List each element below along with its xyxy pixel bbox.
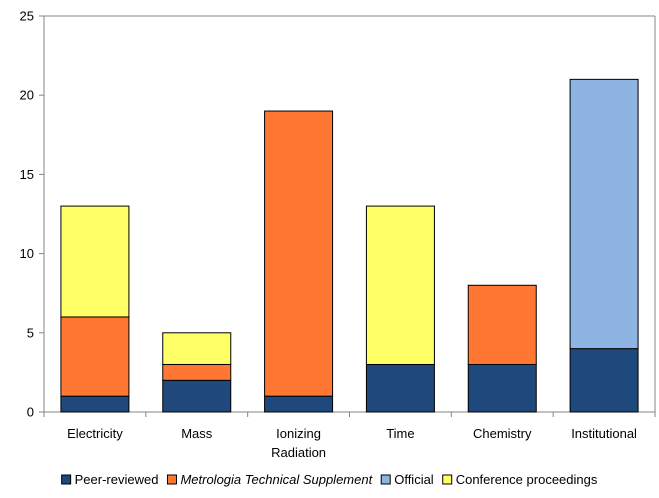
y-tick-label: 20 <box>20 88 34 103</box>
x-category-label: Time <box>386 426 414 441</box>
bar-segment <box>60 316 130 397</box>
bar-segment <box>162 332 232 365</box>
legend-swatch <box>61 474 72 485</box>
legend-label: Conference proceedings <box>456 472 598 487</box>
bar-segment <box>60 205 130 318</box>
legend-label: Metrologia Technical Supplement <box>180 472 373 487</box>
bar-segment <box>365 205 435 365</box>
bar-segment <box>569 348 639 413</box>
bar-segment <box>569 78 639 350</box>
y-tick-label: 5 <box>27 325 34 340</box>
bar-segment <box>467 284 537 365</box>
bar-segment <box>162 379 232 413</box>
y-tick-label: 0 <box>27 405 34 420</box>
bar-segment <box>264 395 334 413</box>
x-category-label-line: Radiation <box>271 445 326 460</box>
x-category-label-line: Ionizing <box>276 426 321 441</box>
x-category-label-line: Chemistry <box>473 426 532 441</box>
bar-segment <box>365 363 435 413</box>
x-category-label-line: Electricity <box>67 426 123 441</box>
bar-segment <box>162 363 232 381</box>
y-tick-label: 25 <box>20 9 34 24</box>
legend-label: Official <box>394 472 434 487</box>
bar-segment <box>264 110 334 397</box>
x-category-label: Electricity <box>67 426 123 441</box>
x-category-label-line: Institutional <box>571 426 637 441</box>
bar-segment <box>60 395 130 413</box>
x-category-label-line: Time <box>386 426 414 441</box>
x-category-label: Ionizing Radiation <box>271 426 326 460</box>
x-category-label: Chemistry <box>473 426 532 441</box>
bar-segment <box>467 363 537 413</box>
x-category-label-line: Mass <box>181 426 213 441</box>
x-category-label: Institutional <box>571 426 637 441</box>
legend-label: Peer-reviewed <box>75 472 159 487</box>
legend-swatch <box>166 474 177 485</box>
x-category-label: Mass <box>181 426 213 441</box>
y-tick-label: 15 <box>20 167 34 182</box>
y-tick-label: 10 <box>20 246 34 261</box>
legend-swatch <box>380 474 391 485</box>
legend-swatch <box>442 474 453 485</box>
